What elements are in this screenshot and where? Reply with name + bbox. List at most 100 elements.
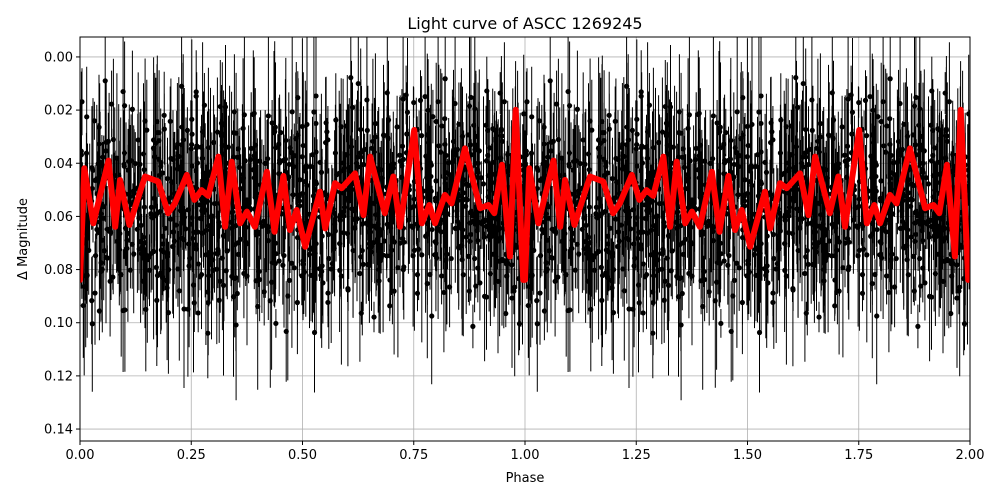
data-point [721, 171, 727, 177]
data-point [397, 240, 403, 246]
data-point [859, 290, 866, 296]
data-point [501, 99, 507, 105]
data-point [753, 246, 759, 252]
data-point [235, 251, 241, 258]
data-point [498, 126, 504, 132]
data-point [551, 228, 558, 234]
data-point [325, 290, 331, 296]
data-point [503, 310, 509, 317]
data-point [615, 229, 622, 235]
data-point [252, 142, 259, 148]
data-point [240, 125, 246, 132]
data-point [210, 267, 216, 273]
data-point [782, 267, 788, 273]
data-point [485, 152, 491, 159]
data-point [941, 258, 948, 264]
data-point [583, 238, 589, 245]
data-point [674, 273, 680, 280]
data-point [265, 228, 271, 235]
data-point [753, 272, 759, 278]
data-point [783, 124, 789, 130]
data-point [493, 133, 500, 139]
data-point [721, 258, 727, 264]
data-point [624, 83, 630, 89]
data-point [624, 164, 630, 170]
data-point [855, 224, 861, 230]
data-point [915, 323, 921, 329]
data-point [809, 97, 815, 103]
data-point [425, 185, 431, 191]
data-point [397, 152, 403, 158]
data-point [97, 159, 103, 165]
data-point [488, 173, 494, 179]
data-point [89, 165, 95, 171]
data-point [184, 127, 190, 133]
data-point [276, 171, 282, 177]
data-point [325, 299, 331, 306]
data-point [299, 154, 305, 160]
data-point [492, 215, 498, 221]
data-point [667, 104, 674, 110]
data-point [138, 222, 144, 228]
data-point [825, 132, 832, 138]
data-point [663, 133, 670, 139]
data-point [427, 159, 433, 166]
data-point [918, 133, 924, 139]
data-point [177, 207, 184, 214]
data-point [765, 280, 771, 286]
data-point [306, 251, 313, 258]
data-point [395, 265, 401, 271]
data-point [644, 129, 651, 135]
data-point [524, 99, 530, 105]
data-point [125, 167, 131, 173]
data-point [711, 224, 717, 230]
data-point [503, 261, 510, 267]
data-point [295, 95, 301, 101]
data-point [758, 149, 764, 155]
data-point [341, 165, 348, 171]
data-point [700, 303, 706, 310]
data-point [920, 237, 926, 244]
data-point [193, 246, 199, 252]
data-point [625, 137, 631, 143]
data-point [770, 290, 776, 296]
data-point [346, 168, 352, 174]
data-point [96, 141, 102, 147]
data-point [884, 123, 890, 129]
data-point [642, 202, 648, 208]
data-point [139, 251, 145, 257]
data-point [193, 89, 199, 95]
data-point [689, 273, 695, 279]
data-point [925, 218, 931, 224]
data-point [569, 237, 575, 243]
data-point [567, 307, 573, 313]
data-point [966, 186, 970, 192]
data-point [869, 175, 875, 181]
data-point [220, 282, 227, 288]
data-point [529, 114, 535, 120]
data-point [800, 80, 806, 87]
data-point [475, 265, 481, 271]
data-point [211, 200, 218, 207]
data-point [925, 181, 932, 187]
data-point [636, 300, 642, 306]
data-point [526, 283, 532, 290]
data-point [900, 197, 906, 204]
data-point [842, 158, 848, 164]
data-point [749, 182, 755, 189]
data-point [432, 239, 438, 245]
data-point [648, 227, 654, 233]
data-point [505, 151, 511, 158]
data-point [387, 277, 393, 283]
data-point [448, 255, 454, 262]
data-point [643, 144, 649, 150]
data-point [897, 100, 903, 107]
data-point [122, 307, 128, 313]
data-point [832, 225, 839, 231]
data-point [399, 174, 405, 180]
data-point [485, 194, 491, 200]
data-point [541, 308, 548, 314]
data-point [283, 328, 289, 335]
data-point [811, 217, 818, 223]
data-point [168, 216, 174, 222]
